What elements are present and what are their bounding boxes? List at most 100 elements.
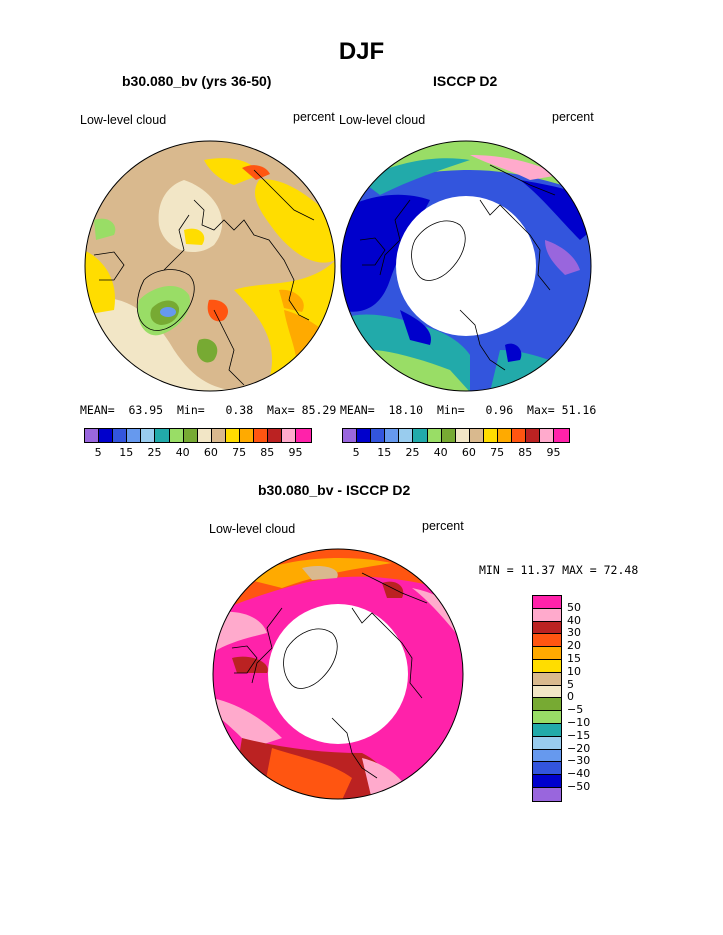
colorbar-tick-label: 0: [567, 690, 574, 704]
panel-2-units: percent: [552, 110, 594, 124]
colorbar-swatch: [155, 429, 170, 442]
colorbar-swatch: [533, 659, 561, 673]
colorbar-swatch: [225, 429, 241, 442]
colorbar-tick-label: 50: [567, 600, 581, 614]
colorbar-tick-label: 20: [567, 639, 581, 653]
colorbar-swatch: [282, 429, 297, 442]
colorbar-swatch: [533, 749, 561, 763]
colorbar-swatch: [385, 429, 400, 442]
colorbar-tick-label: 10: [567, 664, 581, 678]
colorbar-swatch: [99, 429, 114, 442]
colorbar-swatch: [483, 429, 499, 442]
colorbar-tick-label: 75: [232, 446, 247, 459]
colorbar-tick-label: 5: [94, 446, 102, 459]
colorbar-tick-label: 85: [518, 446, 533, 459]
panel-1-stats: MEAN= 63.95 Min= 0.38 Max= 85.29: [80, 403, 337, 417]
colorbar-swatch: [441, 429, 456, 442]
colorbar-swatch: [533, 621, 561, 635]
colorbar-swatch: [533, 723, 561, 737]
colorbar-swatch: [533, 634, 561, 648]
colorbar-swatch: [533, 608, 561, 622]
colorbar-swatch: [533, 711, 561, 724]
colorbar-swatch: [540, 429, 555, 442]
colorbar-swatch: [533, 787, 561, 801]
diff-panel-stats: MIN = 11.37 MAX = 72.48: [479, 563, 639, 577]
colorbar-tick-label: −50: [567, 780, 591, 793]
colorbar-tick-label: 25: [147, 446, 162, 459]
colorbar-swatch: [113, 429, 128, 442]
colorbar-swatch: [533, 775, 561, 788]
colorbar-tick-label: 60: [461, 446, 476, 459]
panel-2-field-label: Low-level cloud: [339, 113, 426, 127]
colorbar-swatch: [141, 429, 156, 442]
colorbar-tick-label: 5: [567, 677, 574, 691]
panel-2-colorbar: [342, 428, 570, 443]
colorbar-swatch: [533, 647, 561, 660]
panel-2-title: ISCCP D2: [433, 73, 498, 89]
panel-1-map: [84, 140, 336, 392]
colorbar-swatch: [197, 429, 212, 442]
colorbar-tick-label: −20: [567, 741, 591, 755]
colorbar-swatch: [183, 429, 198, 442]
diff-panel-map: [212, 548, 464, 800]
colorbar-swatch: [169, 429, 184, 442]
diff-colorbar: [532, 595, 562, 802]
colorbar-tick-label: −5: [567, 703, 584, 717]
colorbar-tick-label: 95: [288, 446, 303, 459]
colorbar-tick-label: 25: [405, 446, 420, 459]
colorbar-tick-label: 60: [203, 446, 218, 459]
colorbar-swatch: [554, 429, 569, 442]
colorbar-tick-label: 5: [352, 446, 360, 459]
colorbar-swatch: [533, 762, 561, 776]
panel-1-units: percent: [293, 110, 335, 124]
colorbar-swatch: [85, 429, 100, 442]
colorbar-tick-label: 40: [433, 446, 448, 459]
colorbar-swatch: [533, 698, 561, 712]
panel-2-stats: MEAN= 18.10 Min= 0.96 Max= 51.16: [340, 403, 597, 417]
colorbar-tick-label: 95: [546, 446, 561, 459]
colorbar-swatch: [399, 429, 414, 442]
colorbar-tick-label: 40: [567, 613, 581, 627]
colorbar-swatch: [455, 429, 470, 442]
colorbar-swatch: [211, 429, 226, 442]
panel-1-field-label: Low-level cloud: [80, 113, 167, 127]
colorbar-tick-label: 15: [377, 446, 392, 459]
diff-panel-units: percent: [422, 519, 464, 533]
colorbar-swatch: [533, 596, 561, 609]
colorbar-tick-label: −40: [567, 767, 591, 781]
colorbar-swatch: [413, 429, 428, 442]
colorbar-swatch: [533, 672, 561, 686]
colorbar-tick-label: 15: [567, 652, 581, 665]
colorbar-swatch: [357, 429, 372, 442]
colorbar-tick-label: 15: [119, 446, 134, 459]
colorbar-tick-label: −15: [567, 728, 591, 742]
colorbar-swatch: [268, 429, 283, 442]
panel-2-map: [340, 140, 592, 392]
colorbar-swatch: [127, 429, 142, 442]
colorbar-swatch: [498, 429, 513, 442]
figure-title: DJF: [338, 38, 385, 65]
panel-1-colorbar: [84, 428, 312, 443]
colorbar-tick-label: 75: [490, 446, 505, 459]
colorbar-swatch: [427, 429, 442, 442]
colorbar-swatch: [371, 429, 386, 442]
colorbar-swatch: [512, 429, 527, 442]
colorbar-swatch: [533, 685, 561, 699]
colorbar-swatch: [526, 429, 541, 442]
colorbar-tick-label: −10: [567, 716, 591, 729]
colorbar-swatch: [296, 429, 311, 442]
colorbar-swatch: [254, 429, 269, 442]
colorbar-tick-label: 85: [260, 446, 275, 459]
diff-colorbar-ticks: 50 40 30 20 15 10 5 0 −5 −10 −15 −20 −30 −40 −50: [567, 595, 607, 800]
colorbar-tick-label: −30: [567, 754, 591, 768]
diff-panel-field-label: Low-level cloud: [209, 522, 296, 536]
colorbar-swatch: [343, 429, 358, 442]
colorbar-swatch: [469, 429, 484, 442]
panel-1-title: b30.080_bv (yrs 36-50): [122, 73, 272, 89]
colorbar-tick-label: 40: [175, 446, 190, 459]
colorbar-tick-label: 30: [567, 626, 581, 640]
colorbar-swatch: [533, 736, 561, 750]
colorbar-swatch: [240, 429, 255, 442]
diff-panel-title: b30.080_bv - ISCCP D2: [258, 482, 411, 498]
